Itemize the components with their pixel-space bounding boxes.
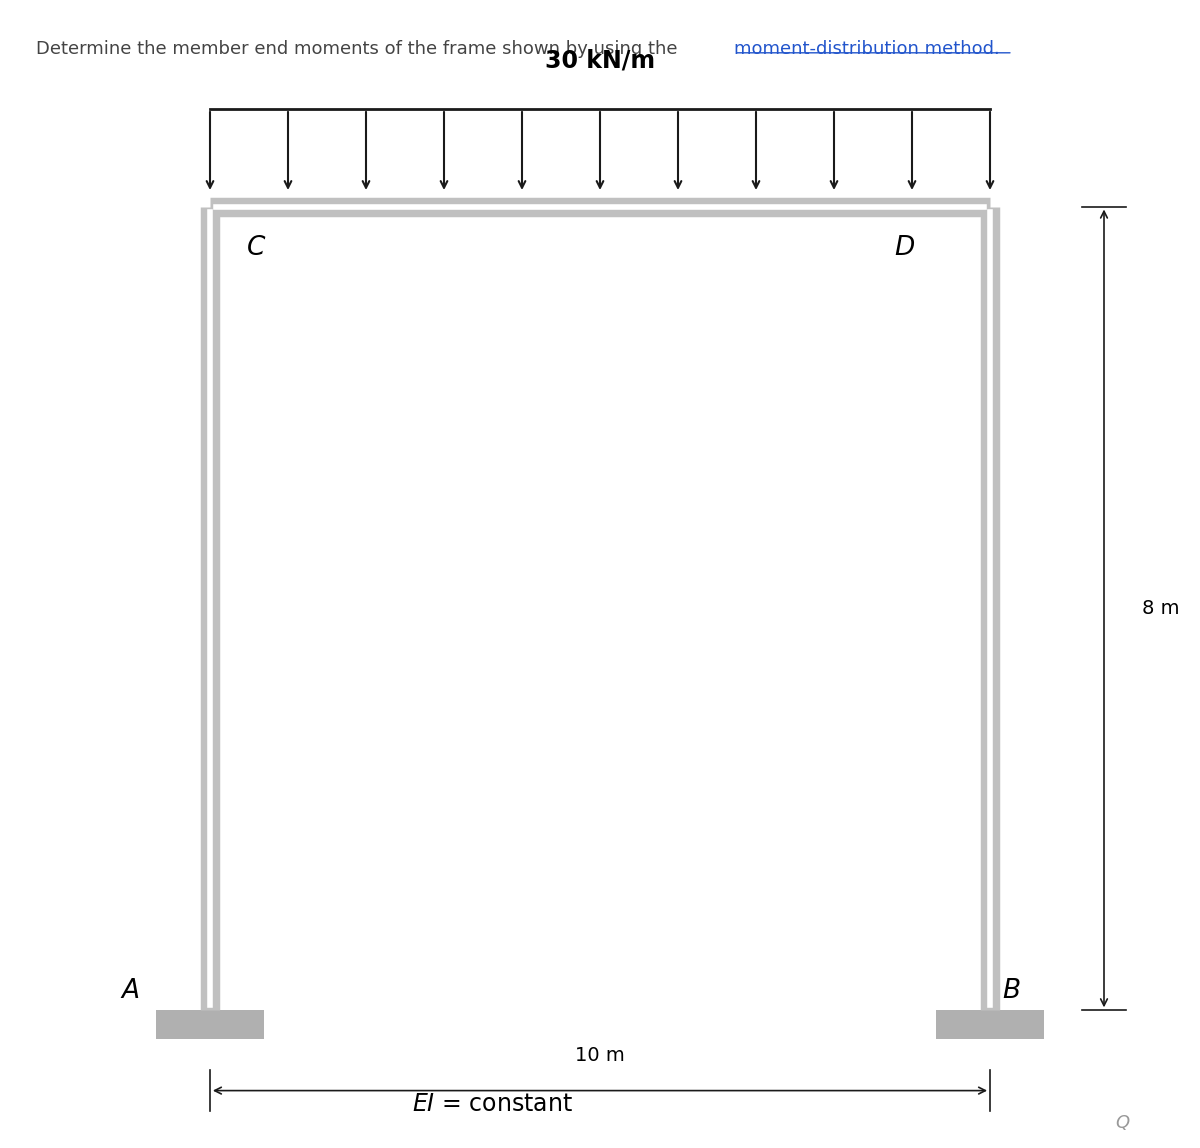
Text: Q: Q [1115, 1114, 1129, 1132]
Bar [156, 1010, 264, 1039]
Text: $\mathit{EI}$ = constant: $\mathit{EI}$ = constant [412, 1093, 572, 1116]
Text: 10 m: 10 m [575, 1046, 625, 1065]
Text: $D$: $D$ [894, 235, 916, 262]
Text: 8 m: 8 m [1142, 599, 1180, 618]
Text: moment-distribution method.: moment-distribution method. [734, 40, 1000, 59]
Text: Determine the member end moments of the frame shown by using the: Determine the member end moments of the … [36, 40, 683, 59]
Bar [936, 1010, 1044, 1039]
Text: $B$: $B$ [1002, 978, 1020, 1004]
Text: 30 kN/m: 30 kN/m [545, 49, 655, 72]
Text: $A$: $A$ [120, 978, 139, 1004]
Text: $C$: $C$ [246, 235, 266, 262]
